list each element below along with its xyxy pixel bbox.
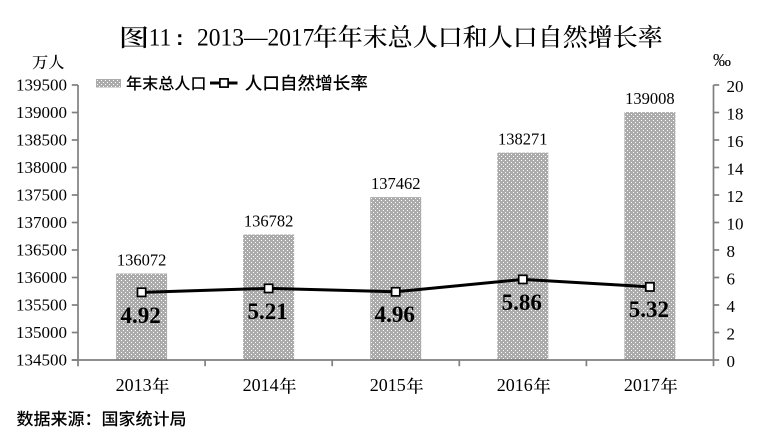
svg-text:‰: ‰	[713, 50, 731, 70]
svg-text:8: 8	[727, 242, 736, 261]
svg-text:134500: 134500	[16, 350, 67, 369]
svg-text:137000: 137000	[16, 213, 67, 232]
svg-text:2: 2	[727, 325, 736, 344]
svg-text:136000: 136000	[16, 268, 67, 287]
svg-text:4.96: 4.96	[375, 302, 415, 327]
svg-text:20: 20	[727, 77, 744, 96]
svg-text:5.86: 5.86	[502, 290, 542, 315]
svg-text:137462: 137462	[371, 174, 421, 193]
svg-text:2013: 2013	[116, 375, 152, 395]
svg-text:2014: 2014	[243, 375, 279, 395]
svg-text:16: 16	[727, 132, 744, 151]
svg-text:139000: 139000	[16, 103, 67, 122]
svg-text:139500: 139500	[16, 75, 67, 94]
svg-text:4.92: 4.92	[120, 303, 160, 328]
svg-text:137500: 137500	[16, 185, 67, 204]
svg-text:18: 18	[727, 105, 744, 124]
svg-text:10: 10	[727, 215, 744, 234]
svg-text:136500: 136500	[16, 240, 67, 259]
svg-text:138271: 138271	[498, 130, 548, 149]
svg-text:139008: 139008	[625, 89, 675, 108]
svg-text:5.32: 5.32	[629, 297, 669, 322]
svg-text:4: 4	[727, 297, 736, 316]
svg-text:135500: 135500	[16, 295, 67, 314]
svg-text:136782: 136782	[244, 212, 294, 231]
svg-text:138500: 138500	[16, 130, 67, 149]
svg-text:2016: 2016	[497, 375, 533, 395]
svg-text:12: 12	[727, 187, 744, 206]
svg-text:2015: 2015	[370, 375, 406, 395]
svg-text:14: 14	[727, 160, 745, 179]
svg-text:138000: 138000	[16, 158, 67, 177]
svg-text:136072: 136072	[117, 251, 167, 270]
svg-text:135000: 135000	[16, 323, 67, 342]
svg-text:2013—2017: 2013—2017	[197, 23, 314, 51]
svg-text:6: 6	[727, 270, 736, 289]
svg-text:0: 0	[727, 352, 736, 371]
svg-text:5.21: 5.21	[247, 299, 287, 324]
svg-text:11: 11	[149, 23, 172, 51]
svg-text:2017: 2017	[624, 375, 660, 395]
